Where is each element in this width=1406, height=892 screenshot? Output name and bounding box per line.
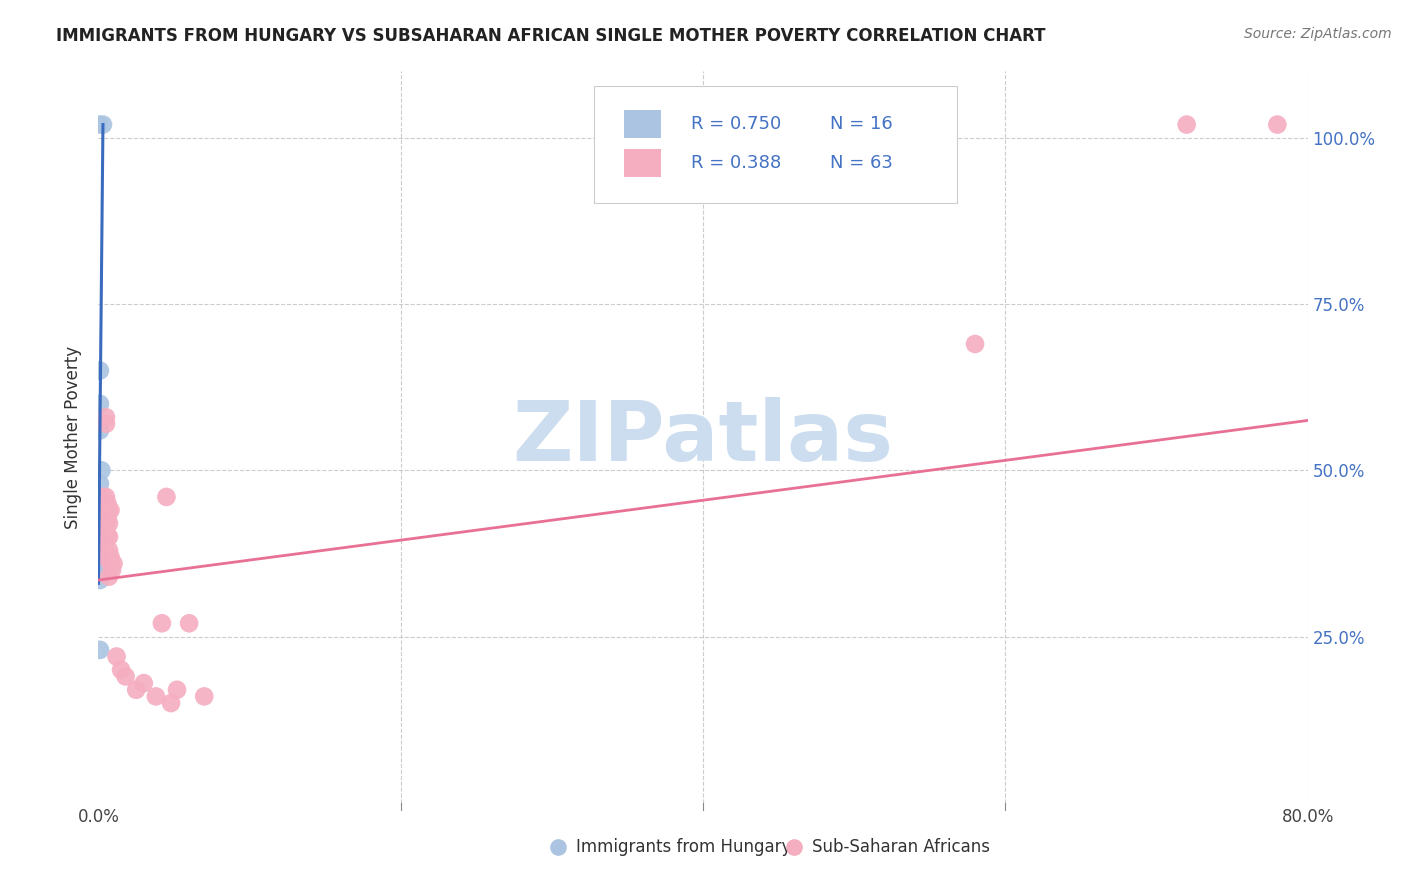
FancyBboxPatch shape <box>595 86 957 203</box>
Point <box>93 509 115 524</box>
Point <box>150 616 173 631</box>
Point <box>98 516 121 531</box>
Text: N = 16: N = 16 <box>830 115 893 133</box>
Text: Sub-Saharan Africans: Sub-Saharan Africans <box>811 838 990 855</box>
Point <box>98 543 121 558</box>
Point <box>89 397 111 411</box>
Point <box>93 503 115 517</box>
Point <box>93 536 115 550</box>
Point <box>94 549 117 564</box>
Point <box>90 463 112 477</box>
Point <box>91 118 114 132</box>
Point <box>89 530 111 544</box>
Point <box>96 509 118 524</box>
Point <box>91 503 114 517</box>
Point <box>96 503 118 517</box>
Text: R = 0.750: R = 0.750 <box>690 115 782 133</box>
Point <box>91 516 114 531</box>
Point <box>98 530 121 544</box>
Point <box>89 490 111 504</box>
Point <box>87 118 110 132</box>
Point <box>91 530 114 544</box>
Point <box>89 516 111 531</box>
Point <box>89 497 111 511</box>
FancyBboxPatch shape <box>624 149 661 177</box>
Point <box>90 536 112 550</box>
Point <box>193 690 215 704</box>
Point <box>91 516 114 531</box>
Point <box>94 509 117 524</box>
Text: IMMIGRANTS FROM HUNGARY VS SUBSAHARAN AFRICAN SINGLE MOTHER POVERTY CORRELATION : IMMIGRANTS FROM HUNGARY VS SUBSAHARAN AF… <box>56 27 1046 45</box>
Point <box>105 649 128 664</box>
Point <box>96 530 118 544</box>
Point <box>94 490 117 504</box>
Point <box>965 337 987 351</box>
Point <box>90 543 112 558</box>
Point <box>90 523 112 537</box>
Point <box>114 669 136 683</box>
Point <box>1175 118 1198 132</box>
Point <box>101 563 124 577</box>
Point <box>132 676 155 690</box>
Point <box>93 536 115 550</box>
Point <box>91 509 114 524</box>
Point <box>94 516 117 531</box>
Point <box>155 490 177 504</box>
Point <box>91 509 114 524</box>
FancyBboxPatch shape <box>624 110 661 138</box>
Point <box>87 559 110 574</box>
Point <box>89 553 111 567</box>
Y-axis label: Single Mother Poverty: Single Mother Poverty <box>65 345 83 529</box>
Point <box>93 516 115 531</box>
Point <box>91 490 114 504</box>
Point <box>94 417 117 431</box>
Point <box>103 557 125 571</box>
Point <box>160 696 183 710</box>
Point <box>98 570 121 584</box>
Point <box>110 663 132 677</box>
Point <box>94 503 117 517</box>
Point <box>89 573 111 587</box>
Point <box>89 424 111 438</box>
Point <box>100 549 122 564</box>
Point <box>93 497 115 511</box>
Point <box>90 530 112 544</box>
Text: ZIPatlas: ZIPatlas <box>513 397 893 477</box>
Point <box>87 546 110 560</box>
Point <box>93 509 115 524</box>
Point <box>145 690 167 704</box>
Point <box>93 523 115 537</box>
Point <box>100 503 122 517</box>
Point <box>89 363 111 377</box>
Point <box>96 497 118 511</box>
Point <box>91 503 114 517</box>
Point <box>89 566 111 581</box>
Text: Source: ZipAtlas.com: Source: ZipAtlas.com <box>1244 27 1392 41</box>
Point <box>89 476 111 491</box>
Point <box>91 509 114 524</box>
Point <box>125 682 148 697</box>
Point <box>89 643 111 657</box>
Text: R = 0.388: R = 0.388 <box>690 153 782 172</box>
Point <box>89 509 111 524</box>
Point <box>90 523 112 537</box>
Text: Immigrants from Hungary: Immigrants from Hungary <box>576 838 792 855</box>
Point <box>166 682 188 697</box>
Point <box>1267 118 1289 132</box>
Text: N = 63: N = 63 <box>830 153 893 172</box>
Point <box>179 616 201 631</box>
Point <box>98 503 121 517</box>
Point <box>100 557 122 571</box>
Point <box>90 503 112 517</box>
Point <box>90 509 112 524</box>
Point <box>94 410 117 425</box>
Point <box>93 516 115 531</box>
